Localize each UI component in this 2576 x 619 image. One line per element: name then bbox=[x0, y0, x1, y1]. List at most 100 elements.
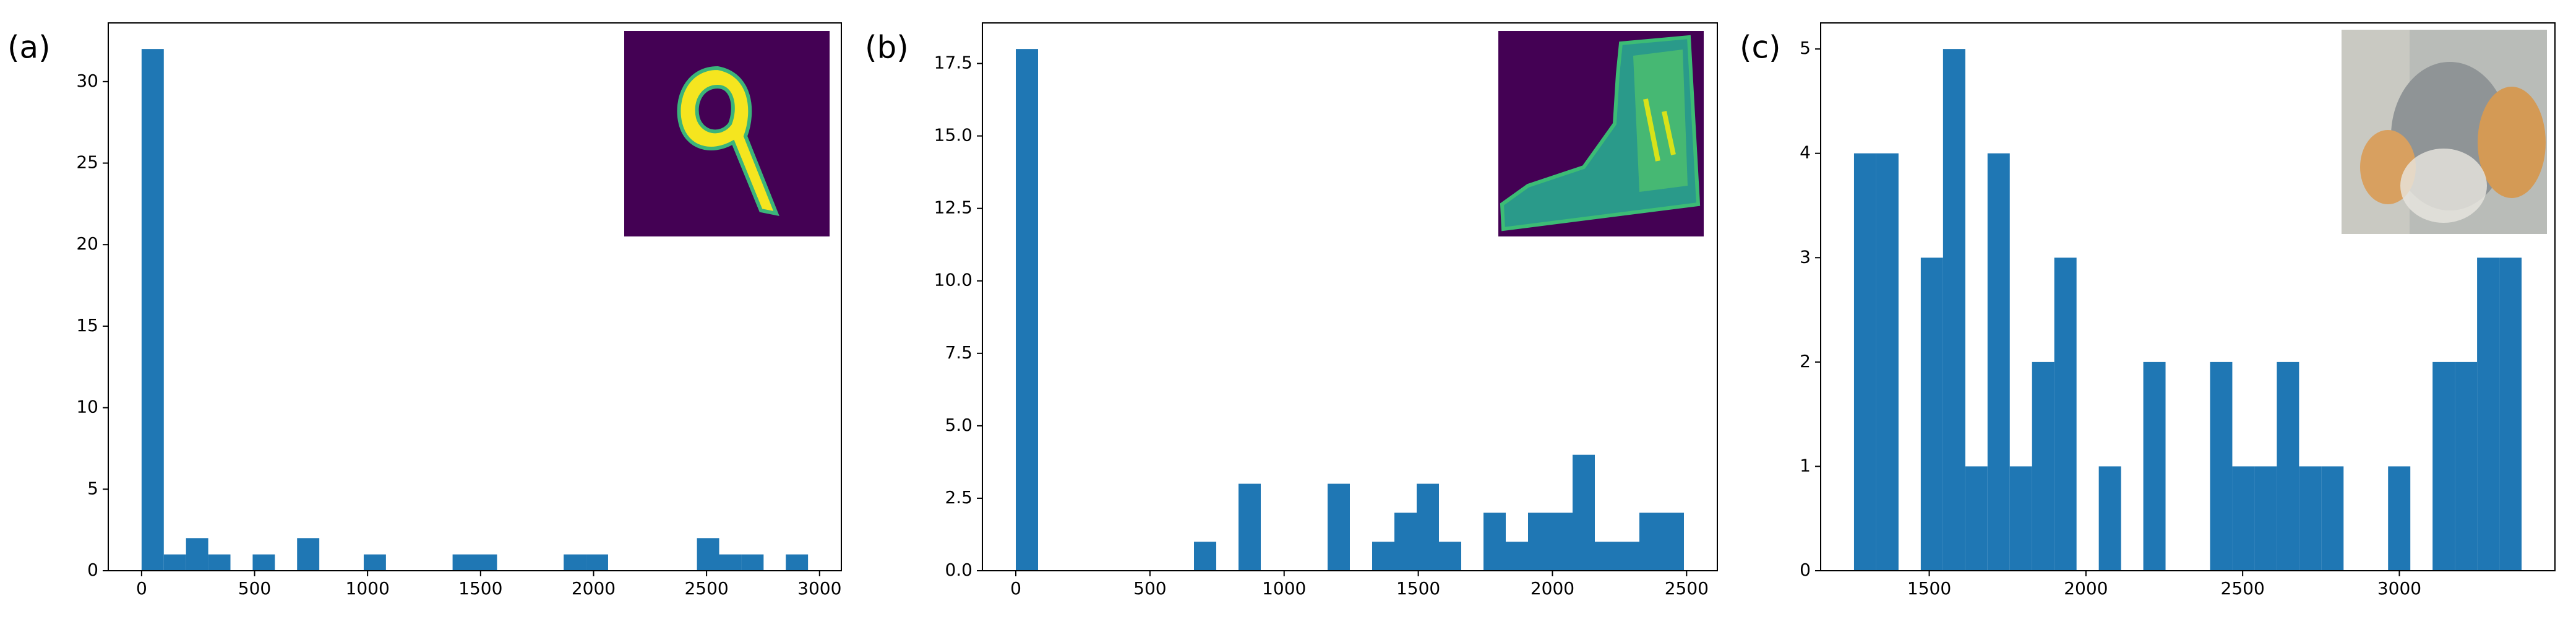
bar bbox=[2455, 361, 2478, 571]
bar bbox=[1920, 258, 1943, 571]
bar bbox=[2032, 361, 2054, 571]
bar bbox=[2321, 466, 2344, 571]
bar bbox=[2098, 466, 2121, 571]
bar bbox=[2477, 258, 2500, 571]
bar bbox=[474, 554, 497, 571]
y-tick-label: 10.0 bbox=[934, 270, 972, 290]
bar bbox=[697, 538, 719, 571]
y-tick-label: 10 bbox=[76, 397, 98, 417]
bar bbox=[586, 554, 608, 571]
inset-boot bbox=[1498, 31, 1704, 236]
y-tick-label: 7.5 bbox=[945, 342, 972, 363]
y-tick-label: 2 bbox=[1800, 351, 1811, 371]
x-tick-label: 3000 bbox=[2377, 578, 2421, 599]
bar bbox=[452, 554, 475, 571]
bar bbox=[1987, 153, 2010, 571]
y-tick-label: 30 bbox=[76, 71, 98, 91]
x-tick-label: 500 bbox=[1133, 578, 1166, 599]
bar bbox=[1662, 513, 1684, 571]
bar bbox=[1328, 483, 1350, 571]
y-tick-label: 17.5 bbox=[934, 53, 972, 73]
bar bbox=[297, 538, 320, 571]
bar bbox=[1595, 542, 1617, 571]
x-tick-label: 2500 bbox=[2221, 578, 2265, 599]
bar bbox=[1965, 466, 1988, 571]
y-tick-label: 5 bbox=[1800, 38, 1811, 58]
x-tick-label: 2000 bbox=[572, 578, 616, 599]
x-tick-label: 1000 bbox=[1262, 578, 1306, 599]
y-tick-label: 25 bbox=[76, 152, 98, 173]
bar bbox=[2054, 258, 2077, 571]
x-tick-label: 2000 bbox=[1531, 578, 1574, 599]
y-tick-label: 4 bbox=[1800, 142, 1811, 163]
y-tick-label: 20 bbox=[76, 233, 98, 254]
bar bbox=[252, 554, 275, 571]
bar bbox=[1617, 542, 1639, 571]
y-tick-label: 3 bbox=[1800, 246, 1811, 267]
bar bbox=[1194, 542, 1216, 571]
bar bbox=[1372, 542, 1394, 571]
bar bbox=[2143, 361, 2166, 571]
bar bbox=[2388, 466, 2411, 571]
bar bbox=[1239, 483, 1261, 571]
panel-label: (c) bbox=[1740, 30, 1781, 66]
bar bbox=[1876, 153, 1899, 571]
bar bbox=[1943, 49, 1965, 571]
y-tick-label: 5.0 bbox=[945, 415, 972, 435]
y-tick-label: 15 bbox=[76, 315, 98, 335]
y-tick-label: 12.5 bbox=[934, 197, 972, 218]
bar bbox=[1573, 454, 1595, 571]
bar bbox=[1394, 513, 1417, 571]
bar bbox=[363, 554, 386, 571]
bar bbox=[2232, 466, 2255, 571]
bar bbox=[719, 554, 742, 571]
x-tick-label: 1500 bbox=[458, 578, 502, 599]
bar bbox=[2299, 466, 2322, 571]
bar bbox=[2277, 361, 2299, 571]
axes-frame bbox=[108, 22, 842, 571]
bar bbox=[208, 554, 231, 571]
x-tick-label: 0 bbox=[1010, 578, 1021, 599]
x-tick-label: 0 bbox=[136, 578, 147, 599]
x-tick-label: 1500 bbox=[1396, 578, 1440, 599]
bar bbox=[141, 49, 164, 571]
panel-label: (a) bbox=[7, 30, 51, 66]
y-tick-label: 0 bbox=[87, 560, 98, 580]
bar bbox=[2499, 258, 2522, 571]
y-tick-label: 15.0 bbox=[934, 125, 972, 145]
bar bbox=[1528, 513, 1550, 571]
bar bbox=[2254, 466, 2277, 571]
x-tick-label: 1500 bbox=[1907, 578, 1951, 599]
bar bbox=[2432, 361, 2455, 571]
axes-frame bbox=[982, 22, 1718, 571]
bar bbox=[186, 538, 208, 571]
inset-photo bbox=[2342, 30, 2547, 234]
x-tick-label: 2000 bbox=[2064, 578, 2108, 599]
y-tick-label: 5 bbox=[87, 478, 98, 498]
bar bbox=[741, 554, 764, 571]
x-tick-label: 2500 bbox=[1665, 578, 1709, 599]
x-tick-label: 1000 bbox=[346, 578, 390, 599]
y-tick-label: 2.5 bbox=[945, 487, 972, 508]
inset-digit bbox=[624, 31, 830, 236]
bar bbox=[1417, 483, 1439, 571]
bar bbox=[1483, 513, 1506, 571]
bar bbox=[163, 554, 186, 571]
bar bbox=[1439, 542, 1461, 571]
x-tick-label: 3000 bbox=[797, 578, 841, 599]
y-tick-label: 0 bbox=[1800, 560, 1811, 580]
bar bbox=[1506, 542, 1528, 571]
bar bbox=[2009, 466, 2032, 571]
y-tick-label: 1 bbox=[1800, 455, 1811, 475]
bar bbox=[1853, 153, 1876, 571]
bar bbox=[1016, 49, 1038, 571]
axes-frame bbox=[1820, 22, 2556, 571]
bar bbox=[786, 554, 809, 571]
y-tick-label: 0.0 bbox=[945, 560, 972, 580]
bar bbox=[1550, 513, 1573, 571]
panel-label: (b) bbox=[865, 30, 909, 66]
bar bbox=[1639, 513, 1662, 571]
x-tick-label: 2500 bbox=[684, 578, 728, 599]
bar bbox=[2210, 361, 2233, 571]
